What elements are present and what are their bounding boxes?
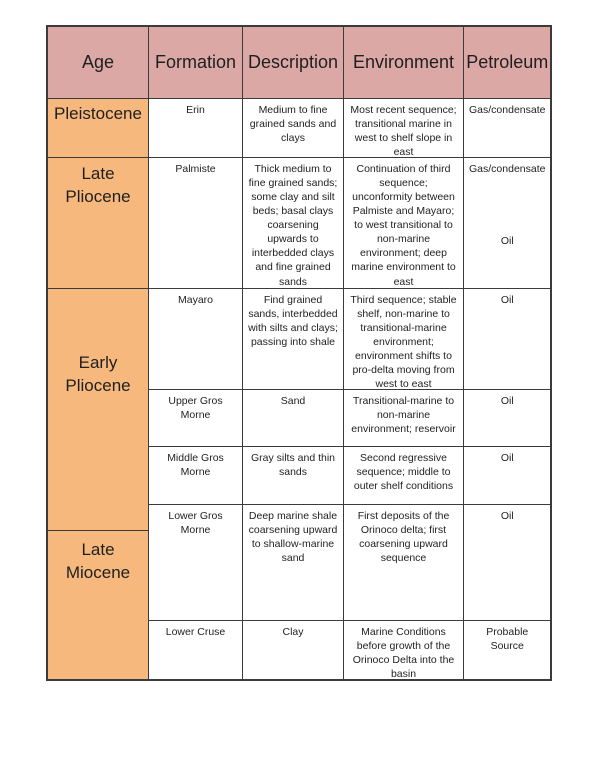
environment-cell: Second regressive sequence; middle to ou…	[344, 447, 464, 504]
formation-cell: Lower Cruse	[149, 621, 243, 679]
description-cell: Thick medium to fine grained sands; some…	[243, 158, 344, 288]
environment-cell: Third sequence; stable shelf, non-marine…	[344, 289, 464, 389]
column-header-formation: Formation	[149, 27, 243, 98]
table-row-palmiste: Palmiste Thick medium to fine grained sa…	[149, 158, 551, 289]
table-row-lower-gros-morne: Lower Gros Morne Deep marine shale coars…	[149, 505, 551, 621]
description-cell: Gray silts and thin sands	[243, 447, 344, 504]
table-row-lower-cruse: Lower Cruse Clay Marine Conditions befor…	[149, 621, 550, 679]
age-cell-late-miocene: Late Miocene	[48, 531, 148, 679]
formation-cell: Middle Gros Morne	[149, 447, 243, 504]
environment-cell: First deposits of the Orinoco delta; fir…	[344, 505, 464, 620]
petroleum-cell: Oil	[500, 395, 514, 407]
column-header-description: Description	[243, 27, 344, 98]
petroleum-cell: Oil	[500, 294, 514, 306]
column-header-age: Age	[48, 27, 148, 99]
age-cell-pleistocene: Pleistocene	[48, 99, 148, 158]
environment-cell: Most recent sequence; transitional marin…	[344, 99, 464, 157]
column-header-petroleum: Petroleum	[464, 27, 551, 98]
formation-cell: Upper Gros Morne	[149, 390, 243, 446]
petroleum-secondary: Oil	[500, 235, 514, 248]
environment-cell: Transitional-marine to non-marine enviro…	[344, 390, 464, 446]
age-cell-early-pliocene: Early Pliocene	[48, 289, 148, 531]
age-column: Age Pleistocene Late Pliocene Early Plio…	[48, 27, 149, 679]
stratigraphy-table: Age Pleistocene Late Pliocene Early Plio…	[46, 25, 552, 681]
formation-cell: Palmiste	[149, 158, 243, 288]
description-cell: Clay	[243, 621, 344, 679]
age-cell-late-pliocene: Late Pliocene	[48, 158, 148, 289]
description-cell: Sand	[243, 390, 344, 446]
petroleum-primary: Gas/condensate	[469, 163, 546, 175]
environment-cell: Marine Conditions before growth of the O…	[344, 621, 464, 679]
column-header-environment: Environment	[344, 27, 464, 98]
description-cell: Medium to fine grained sands and clays	[243, 99, 344, 157]
table-row-erin: Erin Medium to fine grained sands and cl…	[149, 99, 551, 158]
table-row-upper-gros-morne: Upper Gros Morne Sand Transitional-marin…	[149, 390, 551, 447]
header-row: Formation Description Environment Petrol…	[149, 27, 551, 99]
petroleum-cell: Probable Source	[486, 626, 529, 653]
table-body: Formation Description Environment Petrol…	[149, 27, 551, 679]
table-row-mayaro: Mayaro Find grained sands, interbedded w…	[149, 289, 551, 390]
petroleum-cell: Gas/condensate Oil	[464, 158, 550, 288]
table-row-middle-gros-morne: Middle Gros Morne Gray silts and thin sa…	[149, 447, 551, 505]
description-cell: Find grained sands, interbedded with sil…	[243, 289, 344, 389]
formation-cell: Erin	[149, 99, 243, 157]
description-cell: Deep marine shale coarsening upward to s…	[243, 505, 344, 620]
petroleum-cell: Gas/condensate	[469, 104, 546, 116]
environment-cell: Continuation of third sequence; unconfor…	[344, 158, 464, 288]
formation-cell: Mayaro	[149, 289, 243, 389]
petroleum-cell: Oil	[500, 452, 514, 464]
petroleum-cell: Oil	[500, 510, 514, 522]
formation-cell: Lower Gros Morne	[149, 505, 243, 620]
